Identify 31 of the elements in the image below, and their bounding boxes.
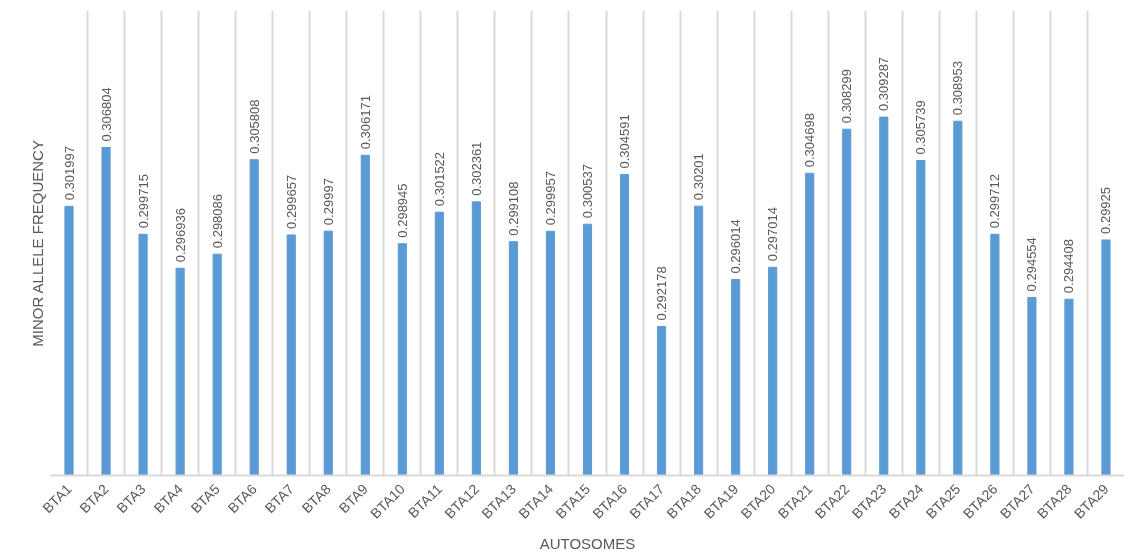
- data-label: 0.305808: [246, 99, 262, 154]
- data-label: 0.299108: [505, 181, 521, 236]
- data-label: 0.294554: [1024, 237, 1040, 292]
- data-label: 0.299712: [987, 174, 1003, 229]
- data-label: 0.297014: [765, 207, 781, 262]
- data-label: 0.301522: [431, 151, 447, 207]
- data-label: 0.299657: [283, 174, 299, 229]
- data-label: 0.298086: [209, 193, 225, 249]
- data-label: 0.294408: [1061, 238, 1077, 294]
- data-label: 0.308299: [839, 68, 855, 124]
- y-axis-title: MINOR ALLELE FREQUENCY: [28, 140, 46, 347]
- data-label: 0.304698: [802, 113, 818, 168]
- data-label: 0.296014: [728, 219, 744, 274]
- data-label: 0.300537: [580, 163, 595, 219]
- data-label: 0.301997: [61, 146, 77, 201]
- data-label: 0.309287: [876, 56, 892, 112]
- data-label: 0.299957: [542, 171, 558, 226]
- data-label: 0.299715: [135, 174, 151, 229]
- data-label: 0.304591: [617, 114, 633, 169]
- data-label: 0.30201: [691, 153, 707, 201]
- data-label: 0.306171: [357, 95, 373, 150]
- data-label: 0.306804: [98, 87, 114, 142]
- data-label: 0.305739: [913, 100, 929, 155]
- data-label: 0.29925: [1098, 186, 1114, 234]
- data-label: 0.302361: [468, 141, 484, 196]
- data-label: 0.308953: [950, 60, 966, 116]
- data-label: 0.296936: [172, 208, 188, 263]
- x-axis-title: AUTOSOMES: [539, 535, 636, 553]
- data-label: 0.292178: [654, 266, 670, 321]
- data-label: 0.298945: [394, 183, 410, 238]
- data-label: 0.29997: [320, 178, 336, 226]
